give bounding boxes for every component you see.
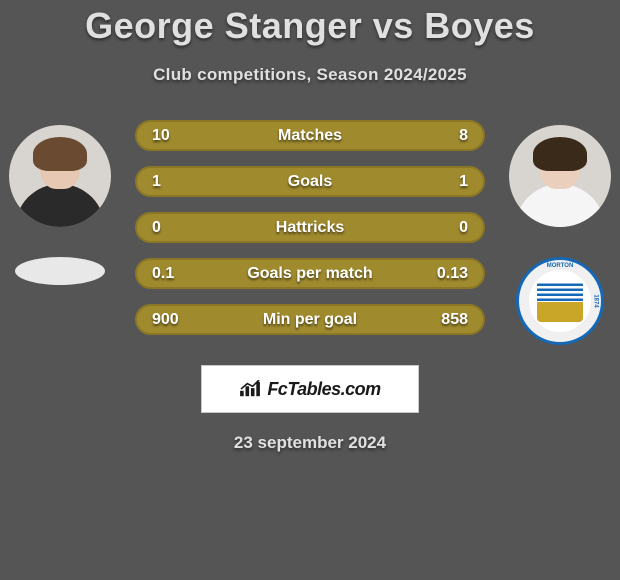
stat-row-goals: 1 Goals 1 <box>135 166 485 197</box>
right-club-logo: MORTON 1874 <box>516 257 604 345</box>
date-label: 23 september 2024 <box>0 433 620 453</box>
club-logo-inner <box>529 270 591 332</box>
stat-left-value: 10 <box>152 127 170 145</box>
stat-right-value: 1 <box>459 173 468 191</box>
left-club-logo <box>15 257 105 285</box>
stats-column: 10 Matches 8 1 Goals 1 0 Hattricks 0 0.1… <box>135 120 485 335</box>
page-title: George Stanger vs Boyes <box>0 5 620 47</box>
subtitle: Club competitions, Season 2024/2025 <box>0 65 620 85</box>
club-logo-ship <box>537 302 583 322</box>
stat-left-value: 900 <box>152 311 179 329</box>
avatar-body <box>15 184 105 227</box>
stat-label: Matches <box>278 127 342 145</box>
chart-icon <box>239 380 261 398</box>
brand-label: FcTables.com <box>267 379 380 400</box>
stat-left-value: 1 <box>152 173 161 191</box>
brand-box[interactable]: FcTables.com <box>201 365 419 413</box>
stat-label: Min per goal <box>263 311 357 329</box>
stat-right-value: 0.13 <box>437 265 468 283</box>
stat-row-matches: 10 Matches 8 <box>135 120 485 151</box>
club-logo-waves <box>537 281 583 301</box>
stat-right-value: 0 <box>459 219 468 237</box>
right-player-column: MORTON 1874 <box>505 120 615 345</box>
stat-row-hattricks: 0 Hattricks 0 <box>135 212 485 243</box>
stat-right-value: 858 <box>441 311 468 329</box>
stat-label: Goals per match <box>247 265 372 283</box>
club-logo-year: 1874 <box>592 294 598 307</box>
stat-row-goals-per-match: 0.1 Goals per match 0.13 <box>135 258 485 289</box>
stat-right-value: 8 <box>459 127 468 145</box>
left-player-avatar <box>9 125 111 227</box>
main-row: 10 Matches 8 1 Goals 1 0 Hattricks 0 0.1… <box>0 120 620 345</box>
left-player-column <box>5 120 115 285</box>
comparison-card: George Stanger vs Boyes Club competition… <box>0 0 620 453</box>
stat-row-min-per-goal: 900 Min per goal 858 <box>135 304 485 335</box>
stat-label: Hattricks <box>276 219 344 237</box>
avatar-hair <box>33 137 87 171</box>
avatar-hair <box>533 137 587 171</box>
avatar-body <box>515 184 605 227</box>
stat-left-value: 0.1 <box>152 265 174 283</box>
club-logo-label: MORTON <box>547 263 574 269</box>
stat-label: Goals <box>288 173 332 191</box>
stat-left-value: 0 <box>152 219 161 237</box>
right-player-avatar <box>509 125 611 227</box>
